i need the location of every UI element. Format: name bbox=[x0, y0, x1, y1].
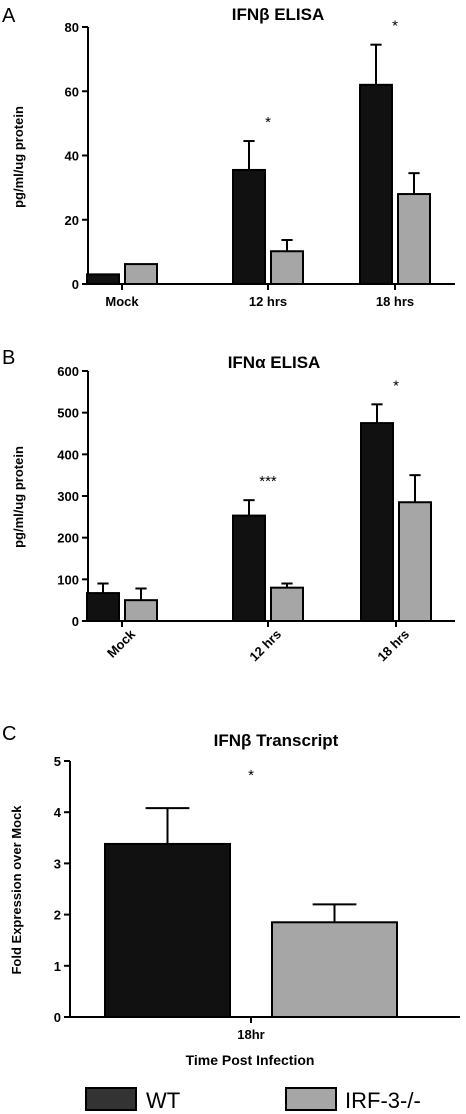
chart-c-xlabel: Time Post Infection bbox=[186, 1052, 315, 1068]
chart-c-bar-wt bbox=[104, 842, 231, 1018]
chart-c-ytick-label: 5 bbox=[54, 754, 61, 769]
chart-a-xtick-label: 18 hrs bbox=[376, 294, 414, 309]
chart-a-significance-label: * bbox=[265, 114, 271, 131]
chart-b-ytick-label: 200 bbox=[57, 531, 79, 546]
panel-letter-b: B bbox=[2, 347, 15, 369]
chart-a-ytick-label: 0 bbox=[72, 277, 79, 292]
chart-b-xtick-label: 18 hrs bbox=[374, 627, 412, 665]
legend-swatch-irf3 bbox=[285, 1087, 337, 1111]
chart-b-ytick-label: 600 bbox=[57, 364, 79, 379]
legend-label-irf3: IRF-3-/- bbox=[345, 1088, 421, 1113]
legend: WT IRF-3-/- bbox=[85, 1087, 421, 1113]
chart-b-bar-irf3 bbox=[270, 586, 304, 623]
chart-b-bar-irf3 bbox=[124, 599, 158, 623]
chart-a-xtick-label: 12 hrs bbox=[249, 294, 287, 309]
chart-a-ytick-label: 40 bbox=[65, 149, 79, 164]
chart-b-significance-label: * bbox=[393, 377, 399, 394]
chart-c-ytick-label: 3 bbox=[54, 856, 61, 871]
chart-c-ytick-label: 0 bbox=[54, 1010, 61, 1025]
chart-b-ytick-label: 500 bbox=[57, 406, 79, 421]
chart-a-bar-wt bbox=[232, 168, 266, 285]
chart-a-ytick-label: 80 bbox=[65, 20, 79, 35]
chart-a-bar-irf3 bbox=[270, 250, 304, 285]
chart-b-bar-irf3 bbox=[398, 501, 432, 622]
legend-label-wt: WT bbox=[146, 1088, 180, 1113]
chart-b-title: IFNα ELISA bbox=[228, 353, 321, 372]
chart-b-significance-label: *** bbox=[259, 473, 277, 490]
chart-b-xtick-label: 12 hrs bbox=[246, 627, 284, 665]
chart-c-ytick-label: 2 bbox=[54, 908, 61, 923]
chart-b: 0 100 200 300 400 500 600 Mock 12 hrs *** 18 hrs * bbox=[57, 364, 455, 664]
chart-b-bar-wt bbox=[232, 514, 266, 622]
chart-a-ytick-label: 60 bbox=[65, 84, 79, 99]
chart-b-ytick-label: 0 bbox=[72, 614, 79, 629]
chart-a-ylabel: pg/ml/ug protein bbox=[11, 106, 26, 208]
chart-a-xtick-label: Mock bbox=[105, 294, 139, 309]
chart-a-bar-irf3 bbox=[397, 193, 431, 285]
panel-letter-a: A bbox=[2, 5, 16, 27]
chart-b-xtick-label: Mock bbox=[104, 626, 139, 661]
chart-a-title: IFNβ ELISA bbox=[232, 5, 325, 24]
chart-c-significance-label: * bbox=[248, 767, 254, 784]
chart-a-bar-irf3 bbox=[124, 263, 158, 285]
chart-c-title: IFNβ Transcript bbox=[214, 731, 339, 750]
chart-c-xtick-label: 18hr bbox=[237, 1027, 264, 1042]
panel-letter-c: C bbox=[2, 723, 16, 745]
chart-b-ytick-label: 400 bbox=[57, 447, 79, 462]
chart-b-ytick-label: 300 bbox=[57, 489, 79, 504]
chart-a: 0 20 40 60 80 Mock 12 hrs * 18 hrs * bbox=[65, 18, 455, 309]
legend-swatch-wt bbox=[85, 1087, 137, 1111]
chart-a-bar-wt bbox=[359, 83, 393, 285]
chart-a-ytick-label: 20 bbox=[65, 213, 79, 228]
chart-b-ytick-label: 100 bbox=[57, 572, 79, 587]
chart-b-ylabel: pg/ml/ug protein bbox=[11, 446, 26, 548]
chart-c-ylabel: Fold Expression over Mock bbox=[9, 805, 24, 975]
chart-b-bar-wt bbox=[86, 592, 120, 622]
chart-b-bar-wt bbox=[360, 422, 394, 623]
chart-a-significance-label: * bbox=[392, 18, 398, 35]
chart-c: 0 1 2 3 4 5 18hr * bbox=[54, 754, 460, 1042]
chart-c-ytick-label: 1 bbox=[54, 959, 61, 974]
chart-a-bar-wt bbox=[86, 273, 120, 285]
chart-c-ytick-label: 4 bbox=[54, 805, 62, 820]
chart-c-bar-irf3 bbox=[271, 921, 398, 1019]
